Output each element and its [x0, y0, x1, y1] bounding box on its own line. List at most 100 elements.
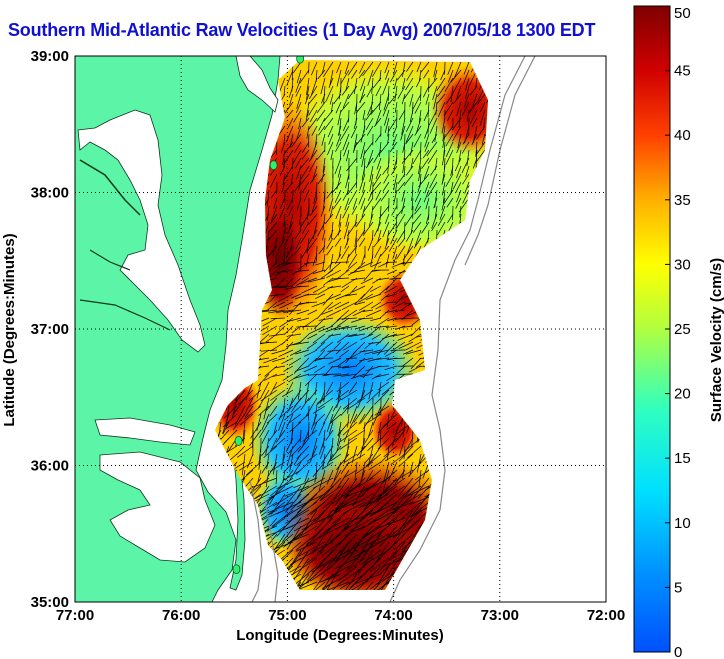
velocity-vector: [340, 581, 358, 590]
velocity-vector: [308, 149, 318, 162]
velocity-vector: [380, 245, 390, 257]
velocity-vector: [385, 253, 390, 268]
velocity-vector: [398, 261, 414, 265]
velocity-vector: [431, 213, 438, 229]
velocity-vector: [410, 141, 414, 156]
velocity-vector: [462, 69, 470, 85]
velocity-vector: [348, 333, 366, 337]
velocity-vector: [321, 61, 326, 75]
velocity-vector: [311, 437, 318, 457]
velocity-vector: [347, 245, 358, 259]
velocity-vector: [367, 509, 390, 525]
velocity-vector: [347, 61, 358, 76]
velocity-vector: [375, 333, 390, 346]
velocity-vector: [297, 493, 326, 508]
velocity-vector: [317, 69, 326, 79]
velocity-vector: [285, 261, 302, 264]
velocity-vector: [375, 189, 382, 201]
velocity-vector: [387, 357, 406, 360]
velocity-vector: [273, 197, 278, 209]
velocity-vector: [318, 533, 334, 555]
velocity-vector: [290, 429, 294, 443]
velocity-vector: [326, 549, 342, 568]
velocity-vector: [376, 277, 390, 281]
velocity-vector: [388, 93, 398, 104]
velocity-vector: [337, 469, 350, 489]
velocity-vector: [318, 245, 326, 255]
velocity-vector: [442, 189, 446, 203]
velocity-vector: [379, 477, 406, 497]
velocity-vector: [401, 149, 414, 164]
velocity-vector: [282, 517, 302, 543]
velocity-vector: [359, 173, 366, 191]
velocity-vector: [282, 173, 286, 186]
velocity-vector: [383, 173, 390, 184]
velocity-vector: [336, 357, 350, 368]
velocity-vector: [357, 389, 374, 403]
velocity-vector: [338, 85, 342, 100]
velocity-vector: [259, 341, 278, 344]
velocity-vector: [394, 469, 406, 485]
velocity-vector: [290, 237, 294, 252]
velocity-vector: [349, 517, 374, 532]
velocity-vector: [378, 261, 390, 268]
velocity-vector: [368, 325, 382, 336]
velocity-vector: [321, 445, 334, 464]
velocity-vector: [384, 453, 398, 462]
velocity-vector: [347, 397, 366, 410]
velocity-vector: [284, 485, 310, 497]
velocity-vector: [392, 525, 414, 538]
velocity-vector: [372, 405, 382, 426]
velocity-vector: [342, 365, 358, 369]
velocity-vector: [390, 453, 406, 465]
velocity-vector: [315, 261, 326, 266]
station-marker: [234, 436, 243, 446]
velocity-vector: [339, 573, 366, 590]
velocity-vector: [375, 317, 390, 327]
velocity-vector: [356, 525, 374, 546]
velocity-vector: [340, 69, 350, 85]
velocity-vector: [472, 157, 478, 169]
velocity-vector: [323, 493, 342, 509]
velocity-vector: [446, 109, 454, 122]
velocity-vector: [344, 237, 350, 249]
velocity-vector: [396, 69, 406, 81]
velocity-vector: [340, 285, 350, 293]
velocity-vector: [410, 357, 422, 370]
velocity-vector: [345, 349, 358, 364]
velocity-vector: [294, 181, 302, 192]
velocity-vector: [352, 573, 374, 590]
velocity-vector: [360, 125, 366, 143]
velocity-vector: [349, 413, 358, 428]
velocity-vector: [263, 357, 278, 364]
velocity-vector: [420, 61, 430, 73]
velocity-vector: [377, 549, 398, 574]
velocity-vector: [341, 509, 366, 532]
velocity-vector: [319, 445, 326, 460]
velocity-vector: [347, 397, 350, 414]
velocity-vector: [305, 109, 310, 121]
velocity-vector: [261, 461, 270, 474]
velocity-vector: [354, 325, 366, 330]
velocity-vector: [437, 85, 446, 97]
velocity-vector: [331, 485, 358, 505]
velocity-vector: [343, 429, 350, 443]
velocity-vector: [431, 221, 438, 232]
velocity-vector: [423, 189, 430, 203]
velocity-vector: [404, 437, 422, 452]
velocity-vector: [299, 69, 310, 84]
velocity-vector: [242, 421, 246, 442]
velocity-vector: [363, 517, 390, 538]
velocity-vector: [314, 501, 334, 523]
velocity-vector: [380, 429, 390, 440]
velocity-vector: [295, 541, 318, 552]
velocity-vector: [325, 213, 334, 224]
velocity-vector: [296, 309, 310, 315]
velocity-vector: [462, 101, 470, 116]
velocity-vector: [396, 213, 406, 229]
velocity-vector: [269, 381, 278, 396]
velocity-vector: [469, 109, 478, 125]
velocity-vector: [354, 301, 366, 306]
velocity-vector: [308, 101, 318, 116]
velocity-vector: [279, 197, 286, 210]
